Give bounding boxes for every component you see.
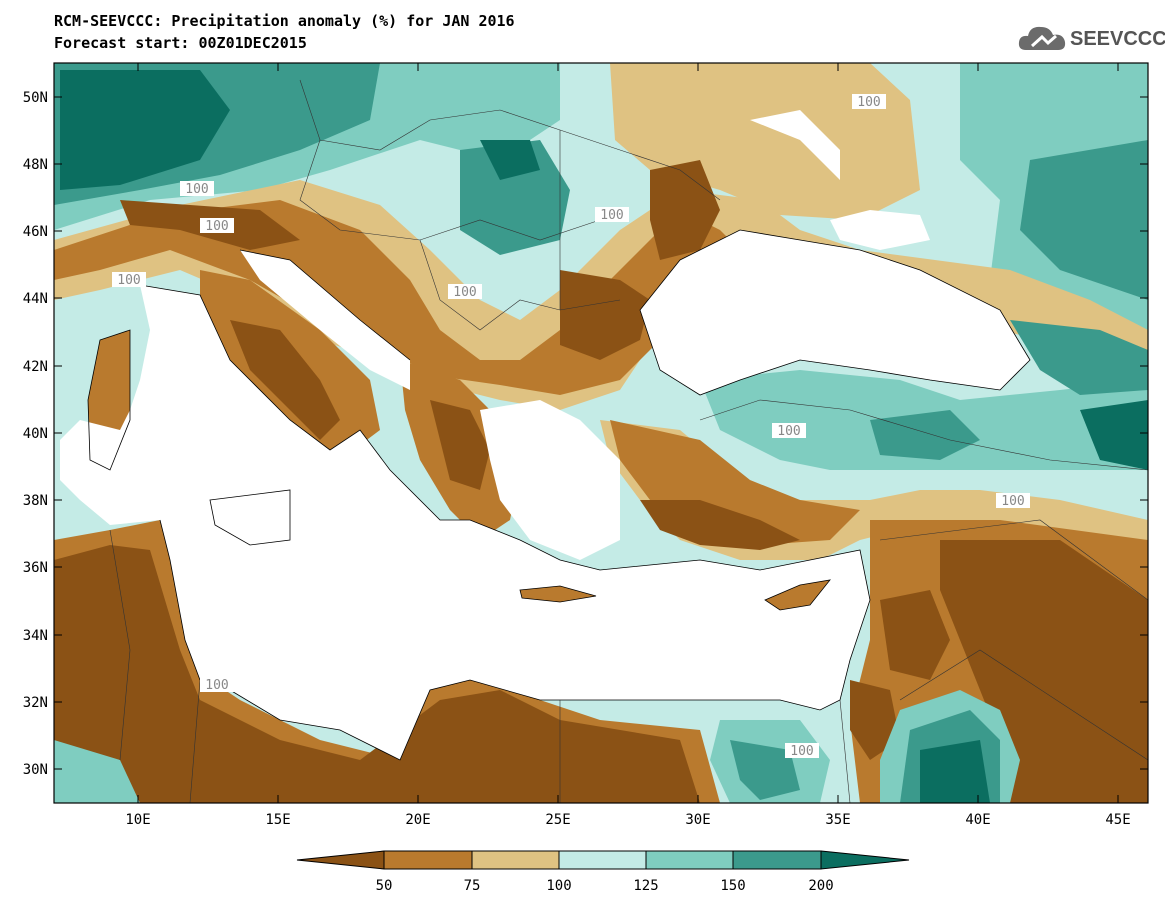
legend-swatch bbox=[296, 850, 385, 870]
lat-label: 44N bbox=[23, 291, 48, 307]
lat-label: 48N bbox=[23, 157, 48, 173]
seevccc-logo: SEEVCCC bbox=[1018, 22, 1165, 56]
legend-label: 75 bbox=[464, 878, 481, 894]
svg-text:100: 100 bbox=[857, 95, 880, 110]
longitude-axis: 10E 15E 20E 25E 30E 35E 40E 45E bbox=[125, 63, 1131, 828]
legend-swatch bbox=[558, 850, 647, 870]
legend-swatch bbox=[820, 850, 910, 870]
contour-label: 100 bbox=[180, 181, 214, 197]
contour-label: 100 bbox=[785, 743, 819, 759]
lat-label: 50N bbox=[23, 90, 48, 106]
legend-label: 50 bbox=[376, 878, 393, 894]
legend-swatch bbox=[645, 850, 734, 870]
svg-text:100: 100 bbox=[600, 208, 623, 223]
contour-labels: 100 100 100 100 100 100 100 100 100 100 bbox=[112, 94, 1030, 759]
legend-swatch bbox=[383, 850, 473, 870]
legend-label: 100 bbox=[546, 878, 571, 894]
contour-label: 100 bbox=[595, 207, 629, 223]
map-title: RCM-SEEVCCC: Precipitation anomaly (%) f… bbox=[54, 12, 515, 30]
forecast-start-label: Forecast start: 00Z01DEC2015 bbox=[54, 34, 307, 52]
contour-label: 100 bbox=[200, 677, 234, 693]
legend-label: 200 bbox=[808, 878, 833, 894]
cloud-icon bbox=[1018, 26, 1066, 50]
svg-text:100: 100 bbox=[185, 182, 208, 197]
lat-label: 40N bbox=[23, 426, 48, 442]
latitude-axis: 50N 48N 46N 44N 42N 40N 38N 36N 34N 32N … bbox=[23, 90, 1148, 778]
lon-label: 30E bbox=[685, 812, 710, 828]
lat-label: 36N bbox=[23, 560, 48, 576]
lat-label: 38N bbox=[23, 493, 48, 509]
lon-label: 40E bbox=[965, 812, 990, 828]
svg-text:100: 100 bbox=[205, 219, 228, 234]
lon-label: 20E bbox=[405, 812, 430, 828]
lon-label: 10E bbox=[125, 812, 150, 828]
contour-label: 100 bbox=[448, 284, 482, 300]
lon-label: 15E bbox=[265, 812, 290, 828]
contour-label: 100 bbox=[852, 94, 886, 110]
contour-label: 100 bbox=[772, 423, 806, 439]
lat-label: 32N bbox=[23, 695, 48, 711]
logo-text: SEEVCCC bbox=[1070, 28, 1165, 50]
contour-label: 100 bbox=[112, 272, 146, 288]
legend-labels: 50 75 100 125 150 200 bbox=[376, 878, 834, 894]
legend-label: 150 bbox=[720, 878, 745, 894]
legend-swatch bbox=[471, 850, 560, 870]
coastlines bbox=[87, 229, 1031, 761]
svg-text:100: 100 bbox=[777, 424, 800, 439]
color-legend bbox=[296, 850, 910, 870]
svg-text:100: 100 bbox=[453, 285, 476, 300]
lon-label: 45E bbox=[1105, 812, 1130, 828]
lon-label: 35E bbox=[825, 812, 850, 828]
legend-label: 125 bbox=[633, 878, 658, 894]
lat-label: 42N bbox=[23, 359, 48, 375]
legend-swatch bbox=[732, 850, 822, 870]
lat-label: 30N bbox=[23, 762, 48, 778]
lat-label: 34N bbox=[23, 628, 48, 644]
svg-text:100: 100 bbox=[790, 744, 813, 759]
svg-text:100: 100 bbox=[1001, 494, 1024, 509]
country-borders bbox=[109, 79, 1148, 803]
anomaly-field bbox=[54, 63, 1148, 803]
svg-text:100: 100 bbox=[205, 678, 228, 693]
lat-label: 46N bbox=[23, 224, 48, 240]
contour-label: 100 bbox=[996, 493, 1030, 509]
lon-label: 25E bbox=[545, 812, 570, 828]
svg-text:100: 100 bbox=[117, 273, 140, 288]
contour-label: 100 bbox=[200, 218, 234, 234]
